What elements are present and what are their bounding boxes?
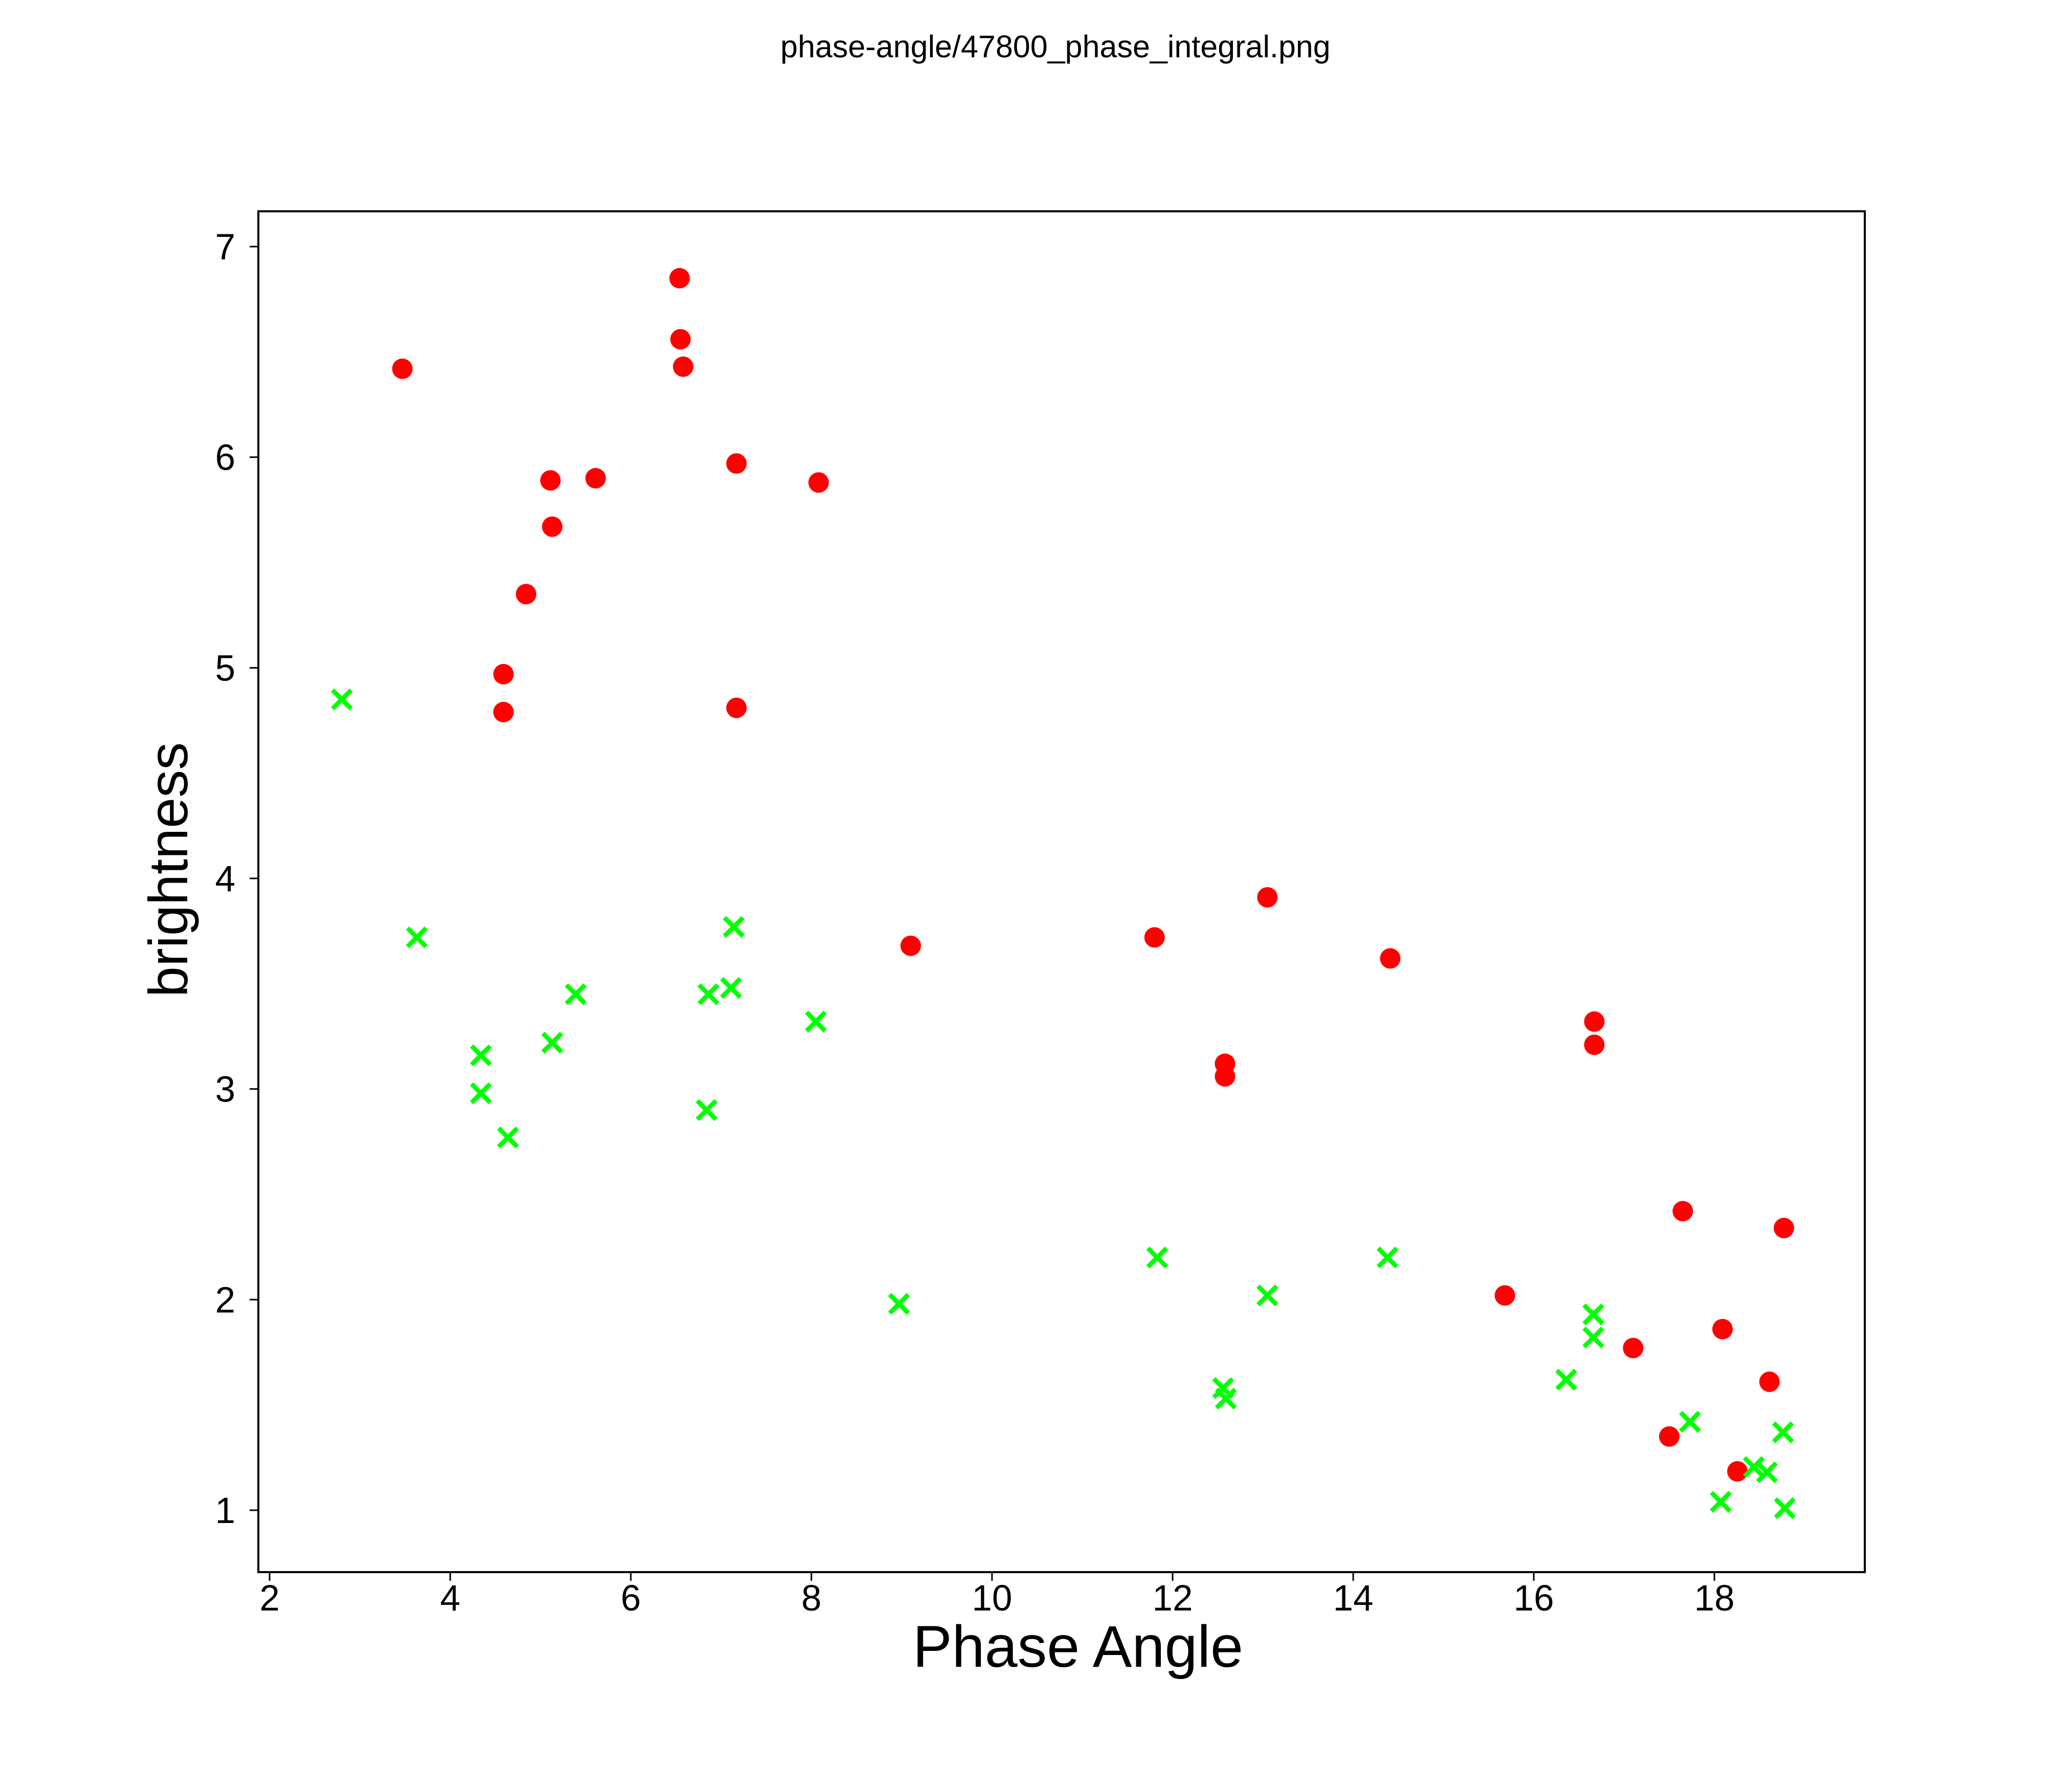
- svg-text:18: 18: [1694, 1578, 1735, 1619]
- svg-text:8: 8: [801, 1578, 822, 1619]
- svg-text:2: 2: [259, 1578, 280, 1619]
- svg-text:Phase Angle: Phase Angle: [913, 1614, 1243, 1680]
- svg-text:12: 12: [1153, 1578, 1193, 1619]
- svg-text:brightness: brightness: [137, 742, 199, 997]
- svg-text:6: 6: [621, 1578, 641, 1619]
- svg-text:7: 7: [215, 227, 236, 268]
- svg-text:6: 6: [215, 438, 236, 478]
- svg-text:14: 14: [1333, 1578, 1374, 1619]
- svg-text:5: 5: [215, 648, 236, 689]
- svg-text:4: 4: [440, 1578, 460, 1619]
- svg-text:3: 3: [215, 1070, 236, 1110]
- svg-text:16: 16: [1514, 1578, 1554, 1619]
- svg-text:4: 4: [215, 859, 236, 899]
- svg-text:phase-angle/47800_phase_integr: phase-angle/47800_phase_integral.png: [780, 29, 1330, 64]
- svg-text:1: 1: [215, 1491, 236, 1531]
- svg-text:10: 10: [972, 1578, 1012, 1619]
- svg-text:2: 2: [215, 1280, 236, 1320]
